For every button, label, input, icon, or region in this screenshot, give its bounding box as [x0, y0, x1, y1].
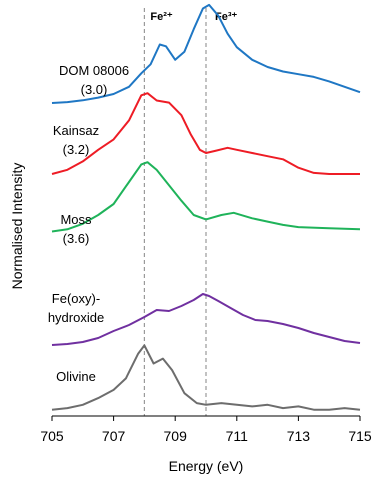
x-tick-label: 705: [40, 428, 64, 444]
series-line-fe-oxy-hydroxide: [51, 293, 361, 346]
x-tick-label: 713: [287, 428, 311, 444]
x-tick-label: 711: [226, 428, 249, 444]
series-label-olivine: Olivine: [56, 369, 96, 384]
series-label-kainsaz-3-2: Kainsaz: [53, 123, 99, 138]
series-line-kainsaz-3-2: [51, 92, 360, 175]
x-tick-label: 707: [102, 428, 126, 444]
series-label-moss-3-6: (3.6): [63, 231, 90, 246]
series-label-dom-08006-3-0: DOM 08006: [59, 63, 129, 78]
series-label-kainsaz-3-2: (3.2): [63, 142, 90, 157]
x-tick-label: 709: [164, 428, 188, 444]
series-label-fe-oxy-hydroxide: hydroxide: [48, 310, 104, 325]
series-line-olivine: [51, 344, 361, 411]
series-label-fe-oxy-hydroxide: Fe(oxy)-: [52, 291, 100, 306]
reference-label-fe2: Fe²⁺: [150, 11, 173, 23]
x-axis-title: Energy (eV): [169, 458, 244, 474]
x-tick-label: 715: [348, 428, 372, 444]
series-line-moss-3-6: [51, 161, 361, 233]
series-label-dom-08006-3-0: (3.0): [81, 82, 108, 97]
y-axis-title: Normalised Intensity: [9, 163, 25, 290]
series-label-moss-3-6: Moss: [60, 212, 92, 227]
series-line-dom-08006-3-0: [51, 3, 361, 104]
